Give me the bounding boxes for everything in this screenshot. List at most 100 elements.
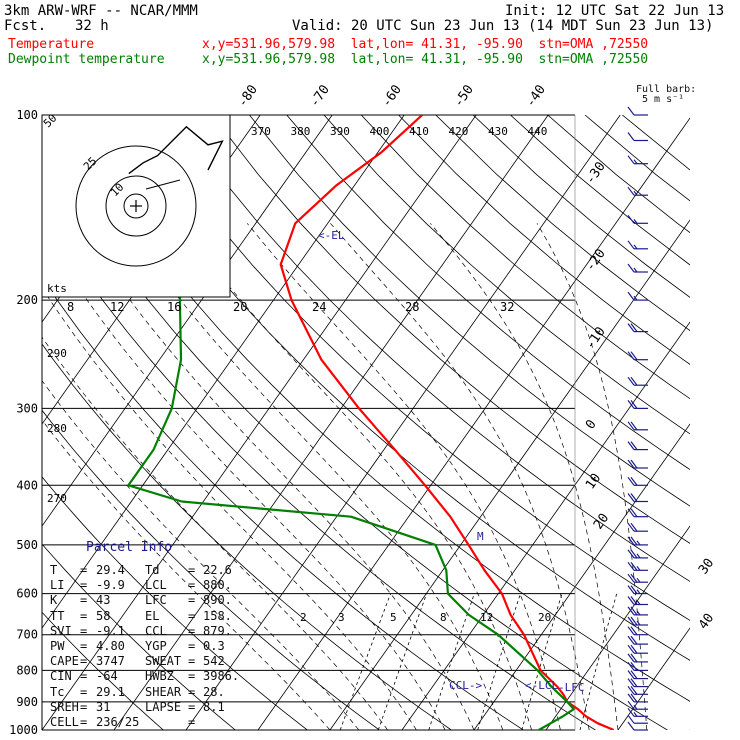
- wind-barb: [627, 626, 648, 636]
- wind-barb: [627, 400, 648, 409]
- parcel-info-value: 31: [96, 699, 111, 714]
- moist-adiabat-line: [42, 287, 417, 730]
- isotherm-label: -20: [583, 246, 609, 274]
- hodograph-unit-label: kts: [47, 282, 67, 295]
- wind-barb-half: [633, 267, 638, 273]
- parcel-info-value: 890.: [203, 593, 232, 608]
- theta-top-label: 390: [330, 125, 350, 138]
- wind-barb: [627, 616, 648, 626]
- parcel-info-key: =: [80, 593, 88, 608]
- wind-barb-flag: [630, 596, 638, 605]
- isotherm-label: -10: [583, 324, 609, 352]
- scale-label: 8: [67, 300, 74, 314]
- isotherm-line: [617, 627, 690, 730]
- dry-adiabat-line: [286, 115, 690, 471]
- parcel-info-key: SHEAR: [145, 684, 182, 699]
- wind-barb-half: [636, 600, 641, 605]
- annotation-label: -LFC: [558, 681, 585, 694]
- annotation-label: M: [477, 530, 484, 543]
- wind-barb-flag: [627, 536, 635, 546]
- hodograph-ring: [75, 145, 197, 267]
- isotherm-line: [113, 115, 549, 730]
- annotation-label: <-LCL: [525, 679, 558, 692]
- parcel-info-key: YGP: [145, 639, 167, 653]
- moist-adiabat-line: [42, 419, 331, 730]
- parcel-info-key: SVI: [50, 623, 72, 638]
- dry-adiabat-line: [398, 115, 690, 365]
- theta-label: 290: [47, 347, 67, 360]
- hodograph-storm-vector: [145, 179, 181, 190]
- wind-barb-flag: [630, 441, 638, 450]
- dry-adiabat-line: [510, 115, 690, 266]
- wind-barb-flag: [627, 323, 635, 332]
- parcel-info-key: =: [80, 715, 88, 729]
- dry-adiabat-line: [42, 611, 164, 730]
- wind-barb-flag: [630, 644, 638, 654]
- wind-barb-flag: [630, 351, 638, 361]
- barb-key-title: Full barb:: [636, 84, 697, 95]
- theta-top-label: 370: [251, 125, 271, 138]
- dry-adiabat-line: [42, 409, 380, 730]
- wind-barb-half: [633, 244, 638, 250]
- valid-time: Valid: 20 UTC Sun 23 Jun 13 (14 MDT Sun …: [292, 18, 714, 34]
- mixing-ratio-label: 2: [300, 611, 307, 624]
- wind-barb-flag: [630, 561, 638, 571]
- parcel-info-key: CELL: [50, 715, 79, 729]
- parcel-info-key: =: [188, 593, 196, 608]
- wind-barb-flag: [627, 596, 635, 605]
- parcel-info-value: 43: [96, 593, 111, 608]
- isotherm-label: -80: [235, 82, 261, 110]
- parcel-info-key: SREH: [50, 699, 79, 714]
- parcel-info-key: LCL: [145, 578, 167, 593]
- theta-top-label: 380: [291, 125, 311, 138]
- wind-barb: [627, 585, 648, 595]
- parcel-info-value: 29.1: [96, 684, 125, 699]
- mixing-ratio-line: [377, 593, 428, 730]
- dewpoint-line: [127, 115, 575, 730]
- barb-key-value: 5 m s⁻¹: [642, 94, 685, 105]
- parcel-info-key: SWEAT: [145, 654, 182, 669]
- wind-barb-flag: [627, 653, 635, 663]
- wind-barb-flag: [630, 626, 638, 636]
- parcel-info-key: PW: [50, 639, 65, 653]
- wind-barb-flag: [627, 685, 635, 695]
- pressure-tick-label: 500: [16, 538, 38, 552]
- dry-adiabat-line: [42, 277, 525, 730]
- mixing-ratio-label: 5: [390, 611, 397, 624]
- wind-barb-half: [633, 218, 638, 224]
- mixing-ratio-label: 12: [480, 611, 493, 624]
- hodograph-trace: [128, 125, 224, 175]
- isotherm-line: [42, 115, 333, 527]
- wind-barb-flag: [627, 714, 635, 724]
- isotherm-line: [257, 117, 690, 730]
- parcel-info-value: 158.: [203, 608, 232, 623]
- wind-barb-flag: [627, 441, 635, 450]
- parcel-info-key: =: [188, 684, 196, 699]
- wind-barb-flag: [630, 549, 638, 559]
- wind-barb: [627, 186, 648, 196]
- wind-barb-flag: [627, 155, 635, 165]
- legend-dewpoint-info: x,y=531.96,579.98 lat,lon= 41.31, -95.90…: [202, 52, 649, 67]
- parcel-info-value: 58: [96, 608, 111, 623]
- parcel-info-key: =: [80, 684, 88, 699]
- theta-top-label: 420: [449, 125, 469, 138]
- init-time: Init: 12 UTC Sat 22 Jun 13: [505, 3, 725, 19]
- wind-barb-flag: [627, 214, 635, 224]
- parcel-info-key: =: [188, 578, 196, 593]
- parcel-info-key: CIN: [50, 669, 72, 684]
- wind-barb: [627, 536, 648, 546]
- dry-adiabat-line: [42, 476, 308, 730]
- wind-barb: [627, 351, 648, 361]
- wind-barb-flag: [627, 459, 635, 469]
- dry-adiabat-line: [584, 115, 690, 202]
- parcel-info-value: -9.9: [96, 578, 125, 593]
- parcel-info-key: =: [80, 669, 88, 684]
- parcel-info-key: =: [188, 699, 196, 714]
- wind-barb-flag: [630, 616, 638, 626]
- isotherm-label: 10: [583, 471, 604, 492]
- wind-barb-flag: [630, 635, 638, 645]
- wind-barb-flag: [627, 291, 635, 301]
- wind-barb: [627, 573, 648, 583]
- wind-barb-flag: [627, 678, 635, 687]
